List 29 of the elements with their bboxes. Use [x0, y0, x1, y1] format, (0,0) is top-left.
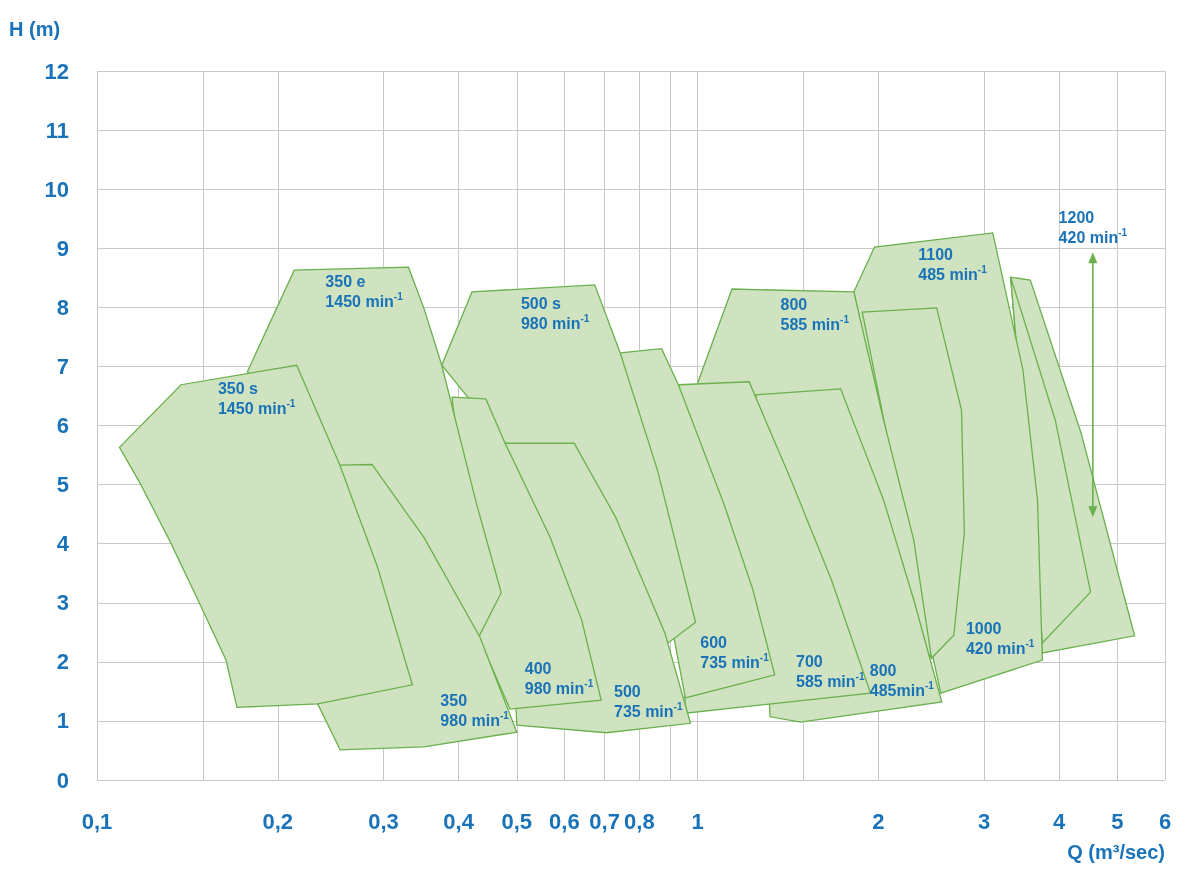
x-tick-label: 4 — [1053, 808, 1067, 834]
y-tick-label: 10 — [44, 176, 69, 202]
y-tick-label: 0 — [56, 767, 69, 793]
x-tick-label: 0,3 — [368, 808, 399, 834]
x-tick-label: 0,8 — [624, 808, 655, 834]
x-tick-label: 3 — [978, 808, 991, 834]
y-axis-title: H (m) — [9, 18, 61, 40]
x-tick-label: 0,6 — [549, 808, 580, 834]
y-tick-label: 2 — [56, 649, 69, 675]
x-tick-label: 5 — [1111, 808, 1124, 834]
y-tick-label: 1 — [56, 708, 69, 734]
y-tick-label: 12 — [44, 58, 69, 84]
x-tick-label: 0,7 — [589, 808, 620, 834]
x-tick-label: 0,2 — [262, 808, 294, 834]
y-tick-label: 11 — [45, 117, 69, 143]
y-tick-label: 3 — [56, 590, 69, 616]
x-tick-label: 0,1 — [81, 808, 113, 834]
x-tick-label: 0,4 — [443, 808, 475, 834]
x-tick-label: 2 — [872, 808, 885, 834]
x-axis-title: Q (m³/sec) — [1067, 841, 1165, 863]
y-tick-label: 9 — [56, 235, 69, 261]
y-tick-label: 5 — [56, 472, 69, 498]
y-tick-label: 4 — [56, 531, 70, 557]
x-tick-label: 1 — [691, 808, 704, 834]
y-tick-label: 6 — [56, 413, 69, 438]
x-tick-label: 0,5 — [501, 808, 533, 834]
y-tick-label: 8 — [56, 294, 69, 320]
x-tick-label: 6 — [1158, 808, 1172, 834]
y-tick-label: 7 — [56, 353, 69, 379]
